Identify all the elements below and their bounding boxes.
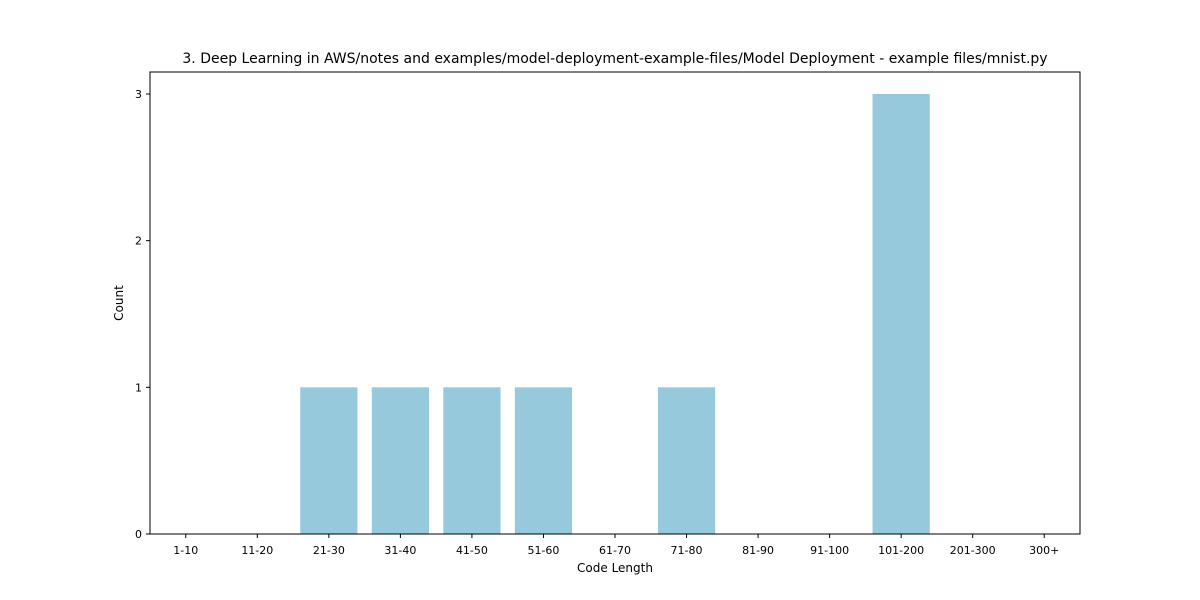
x-tick-label: 1-10 — [173, 544, 198, 557]
chart-title: 3. Deep Learning in AWS/notes and exampl… — [182, 51, 1047, 67]
bar-31-40 — [371, 387, 429, 534]
y-tick-label: 3 — [135, 88, 142, 101]
bar-101-200 — [872, 94, 930, 534]
x-tick-label: 31-40 — [384, 544, 416, 557]
bar-41-50 — [443, 387, 501, 534]
x-tick-label: 61-70 — [599, 544, 631, 557]
bar-21-30 — [300, 387, 358, 534]
x-tick-label: 81-90 — [742, 544, 774, 557]
x-tick-label: 21-30 — [313, 544, 345, 557]
bar-71-80 — [657, 387, 716, 534]
y-axis-ticks: 0 1 2 3 — [135, 88, 150, 541]
x-axis-label: Code Length — [577, 561, 653, 575]
x-tick-label: 71-80 — [671, 544, 703, 557]
x-tick-label: 201-300 — [950, 544, 996, 557]
x-tick-label: 51-60 — [527, 544, 559, 557]
x-axis-ticks: 1-10 11-20 21-30 31-40 41-50 51-60 61-70 71-80 8… — [173, 534, 1059, 557]
x-tick-label: 101-200 — [878, 544, 924, 557]
y-axis-label: Count — [112, 285, 126, 321]
x-tick-label: 91-100 — [810, 544, 849, 557]
bars-group — [300, 94, 930, 534]
x-tick-label: 41-50 — [456, 544, 488, 557]
plot-area-frame — [149, 71, 1081, 535]
y-tick-label: 1 — [135, 381, 142, 394]
x-tick-label: 11-20 — [241, 544, 273, 557]
bar-51-60 — [514, 387, 573, 534]
y-tick-label: 0 — [135, 528, 142, 541]
y-tick-label: 2 — [135, 235, 142, 248]
x-tick-label: 300+ — [1029, 544, 1059, 557]
